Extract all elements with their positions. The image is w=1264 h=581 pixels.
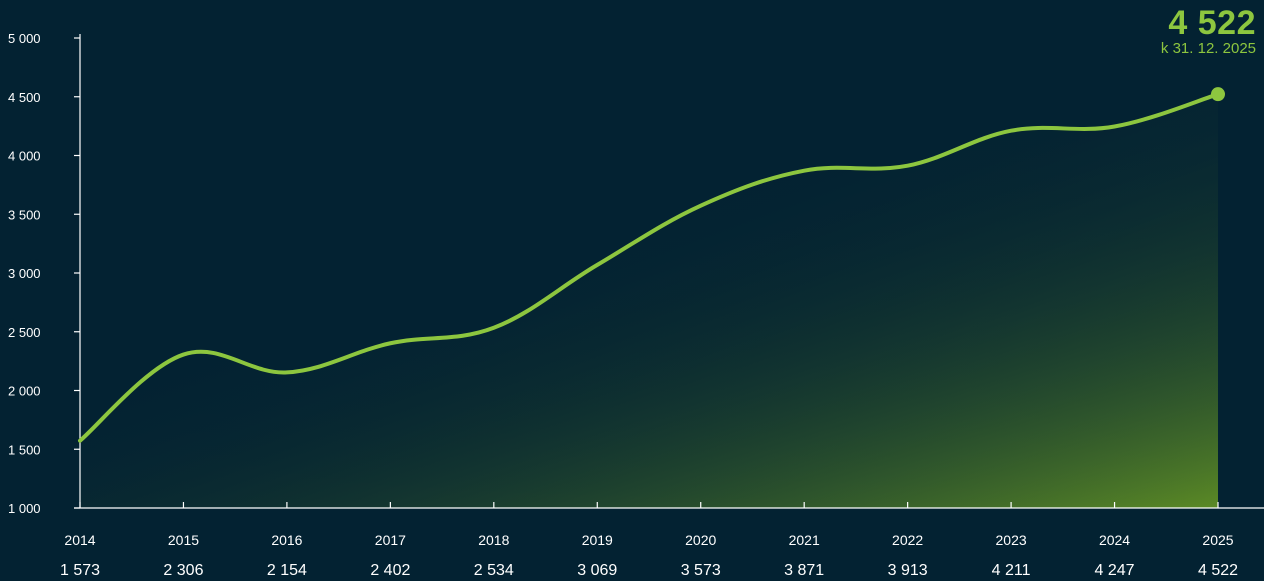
callout-date: k 31. 12. 2025 [1160, 40, 1256, 57]
data-value-label: 2 402 [370, 562, 410, 579]
data-value-label: 3 871 [784, 562, 824, 579]
x-tick-label: 2016 [271, 532, 302, 548]
data-value-label: 4 247 [1095, 562, 1135, 579]
data-value-label: 2 306 [163, 562, 203, 579]
data-value-label: 1 573 [60, 562, 100, 579]
y-tick-label: 5 000 [8, 31, 41, 46]
axes [74, 34, 1264, 509]
x-tick-label: 2019 [582, 532, 613, 548]
data-value-label: 3 913 [888, 562, 928, 579]
y-tick-label: 2 500 [8, 325, 41, 340]
data-value-label: 4 211 [992, 562, 1031, 579]
y-tick-label: 2 000 [8, 384, 41, 399]
x-tick-label: 2024 [1099, 532, 1130, 548]
y-tick-label: 4 500 [8, 90, 41, 105]
x-tick-label: 2023 [996, 532, 1027, 548]
y-tick-labels: 1 000 1 500 2 000 2 500 3 000 3 500 4 000 4 500… [8, 31, 41, 516]
data-labels: 1 573 2 306 2 154 2 402 2 534 3 069 3 573 3 871… [60, 562, 1238, 579]
x-tick-label: 2021 [789, 532, 820, 548]
x-tick-label: 2022 [892, 532, 923, 548]
area-fill-shade [80, 94, 1218, 508]
end-point-marker [1211, 87, 1225, 102]
series-line [78, 92, 1220, 443]
x-tick-label: 2025 [1202, 532, 1233, 548]
data-value-label: 3 069 [577, 562, 617, 579]
latest-value-callout: 4 522 k 31. 12. 2025 [1161, 6, 1256, 56]
data-value-label: 4 522 [1198, 562, 1238, 579]
data-value-label: 2 154 [267, 562, 307, 579]
y-tick-label: 3 000 [8, 266, 41, 281]
y-tick-label: 4 000 [8, 149, 41, 164]
data-value-label: 2 534 [474, 562, 514, 579]
x-tick-labels: 2014 2015 2016 2017 2018 2019 2020 2021 2022 2023… [64, 532, 1233, 548]
x-tick-label: 2020 [685, 532, 716, 548]
y-tick-label: 3 500 [8, 207, 41, 222]
x-tick-label: 2014 [64, 532, 95, 548]
callout-value: 4 522 [1168, 4, 1256, 42]
x-tick-label: 2018 [478, 532, 509, 548]
data-value-label: 3 573 [681, 562, 721, 579]
y-tick-label: 1 000 [8, 501, 41, 516]
series-line-layer [78, 87, 1225, 443]
area-fill-layer [80, 94, 1218, 508]
x-tick-label: 2015 [168, 532, 199, 548]
y-tick-label: 1 500 [8, 442, 41, 457]
x-tick-label: 2017 [375, 532, 406, 548]
